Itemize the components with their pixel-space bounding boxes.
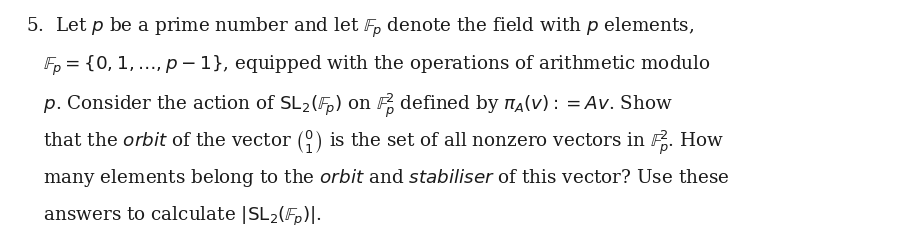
Text: that the $\mathit{orbit}$ of the vector $\binom{0}{1}$ is the set of all nonzero: that the $\mathit{orbit}$ of the vector … [26,129,723,157]
Text: $p$. Consider the action of $\mathrm{SL}_2(\mathbb{F}_p)$ on $\mathbb{F}_p^2$ de: $p$. Consider the action of $\mathrm{SL}… [26,91,672,120]
Text: many elements belong to the $\mathit{orbit}$ and $\mathit{stabiliser}$ of this v: many elements belong to the $\mathit{orb… [26,167,729,189]
Text: 5.  Let $p$ be a prime number and let $\mathbb{F}_p$ denote the field with $p$ e: 5. Let $p$ be a prime number and let $\m… [26,16,693,40]
Text: answers to calculate $|\mathrm{SL}_2(\mathbb{F}_p)|$.: answers to calculate $|\mathrm{SL}_2(\ma… [26,205,322,225]
Text: $\mathbb{F}_p = \{0, 1, \ldots, p-1\}$, equipped with the operations of arithmet: $\mathbb{F}_p = \{0, 1, \ldots, p-1\}$, … [26,54,709,78]
